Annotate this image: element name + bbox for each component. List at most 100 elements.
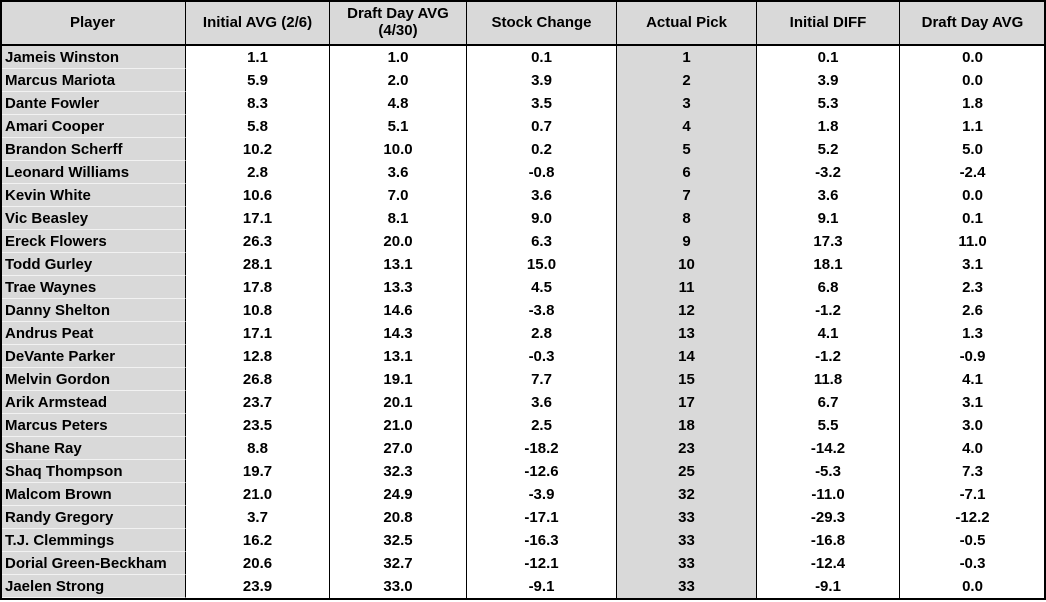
value-cell: 3.9 [467,69,617,92]
value-cell: 10.0 [330,138,467,161]
value-cell: 28.1 [186,253,330,276]
value-cell: 17 [617,391,757,414]
value-cell: -17.1 [467,506,617,529]
value-cell: -1.2 [757,299,900,322]
value-cell: 24.9 [330,483,467,506]
value-cell: -0.3 [900,552,1046,575]
value-cell: -12.2 [900,506,1046,529]
value-cell: 15 [617,368,757,391]
value-cell: 3 [617,92,757,115]
value-cell: 25 [617,460,757,483]
value-cell: 19.1 [330,368,467,391]
value-cell: 10 [617,253,757,276]
value-cell: 33 [617,529,757,552]
value-cell: 0.1 [757,46,900,69]
value-cell: 17.8 [186,276,330,299]
value-cell: -7.1 [900,483,1046,506]
player-name: Jameis Winston [0,46,186,69]
value-cell: 0.1 [467,46,617,69]
value-cell: 14 [617,345,757,368]
value-cell: 1.1 [186,46,330,69]
player-name: Melvin Gordon [0,368,186,391]
value-cell: 10.8 [186,299,330,322]
value-cell: 2.6 [900,299,1046,322]
value-cell: 3.6 [757,184,900,207]
value-cell: 2.3 [900,276,1046,299]
value-cell: 32 [617,483,757,506]
value-cell: 17.1 [186,207,330,230]
value-cell: 11.8 [757,368,900,391]
value-cell: 0.0 [900,575,1046,598]
value-cell: 13.3 [330,276,467,299]
player-name: Ereck Flowers [0,230,186,253]
value-cell: 13 [617,322,757,345]
value-cell: 7.0 [330,184,467,207]
player-name: Arik Armstead [0,391,186,414]
player-name: Andrus Peat [0,322,186,345]
value-cell: 26.3 [186,230,330,253]
value-cell: 6.3 [467,230,617,253]
value-cell: 1 [617,46,757,69]
value-cell: 2.0 [330,69,467,92]
value-cell: 17.3 [757,230,900,253]
value-cell: -12.4 [757,552,900,575]
value-cell: -12.1 [467,552,617,575]
value-cell: 20.0 [330,230,467,253]
value-cell: -0.9 [900,345,1046,368]
value-cell: 4 [617,115,757,138]
value-cell: 12 [617,299,757,322]
value-cell: 23.7 [186,391,330,414]
value-cell: 8.3 [186,92,330,115]
value-cell: 4.0 [900,437,1046,460]
value-cell: 5.5 [757,414,900,437]
value-cell: 15.0 [467,253,617,276]
player-name: Leonard Williams [0,161,186,184]
value-cell: 23.9 [186,575,330,598]
value-cell: -0.8 [467,161,617,184]
player-name: Marcus Mariota [0,69,186,92]
value-cell: 10.6 [186,184,330,207]
value-cell: 3.6 [330,161,467,184]
player-name: Todd Gurley [0,253,186,276]
value-cell: 5.3 [757,92,900,115]
value-cell: -3.8 [467,299,617,322]
value-cell: 5.0 [900,138,1046,161]
player-name: Amari Cooper [0,115,186,138]
value-cell: 11 [617,276,757,299]
header-cell: Draft Day AVG [900,0,1046,46]
value-cell: 1.8 [757,115,900,138]
value-cell: 3.0 [900,414,1046,437]
value-cell: -5.3 [757,460,900,483]
value-cell: -11.0 [757,483,900,506]
value-cell: 5.2 [757,138,900,161]
value-cell: 1.8 [900,92,1046,115]
value-cell: 0.0 [900,184,1046,207]
value-cell: 5.9 [186,69,330,92]
player-name: Trae Waynes [0,276,186,299]
player-name: Vic Beasley [0,207,186,230]
value-cell: 20.6 [186,552,330,575]
value-cell: 5 [617,138,757,161]
value-cell: 3.7 [186,506,330,529]
header-cell: Draft Day AVG (4/30) [330,0,467,46]
value-cell: 23 [617,437,757,460]
value-cell: 3.1 [900,253,1046,276]
value-cell: 26.8 [186,368,330,391]
value-cell: -18.2 [467,437,617,460]
value-cell: 5.8 [186,115,330,138]
player-name: Malcom Brown [0,483,186,506]
value-cell: -9.1 [467,575,617,598]
header-cell: Initial AVG (2/6) [186,0,330,46]
value-cell: 14.3 [330,322,467,345]
value-cell: 18 [617,414,757,437]
value-cell: 4.8 [330,92,467,115]
value-cell: -16.3 [467,529,617,552]
player-name: Shaq Thompson [0,460,186,483]
value-cell: 33 [617,506,757,529]
value-cell: 1.1 [900,115,1046,138]
value-cell: 2.5 [467,414,617,437]
header-cell: Actual Pick [617,0,757,46]
player-name: Randy Gregory [0,506,186,529]
value-cell: 7.3 [900,460,1046,483]
